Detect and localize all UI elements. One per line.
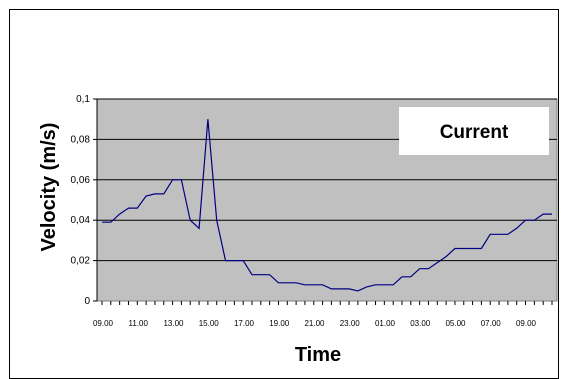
x-tick-label: 03.00 — [410, 319, 431, 328]
y-tick-label: 0,1 — [76, 94, 90, 105]
x-tick-label: 15.00 — [199, 319, 220, 328]
x-tick-label: 07.00 — [481, 319, 502, 328]
x-tick-label: 17.00 — [234, 319, 255, 328]
y-tick-label: 0,02 — [71, 256, 91, 267]
y-axis-title: Velocity (m/s) — [38, 123, 60, 252]
x-tick-label: 09.00 — [516, 319, 537, 328]
x-tick-label: 23.00 — [340, 319, 361, 328]
x-tick-label: 01.00 — [375, 319, 396, 328]
y-tick-label: 0 — [84, 296, 90, 307]
y-tick-label: 0,04 — [71, 215, 91, 226]
x-tick-label: 21.00 — [304, 319, 325, 328]
legend-label: Current — [440, 122, 509, 143]
y-axis-ticks: 0 0,02 0,04 0,06 0,08 0,1 — [71, 94, 98, 307]
x-tick-label: 09.00 — [93, 319, 114, 328]
series-line-current — [102, 119, 552, 292]
x-tick-label: 11.00 — [129, 319, 149, 328]
legend: Current — [399, 107, 549, 155]
x-tick-label: 05.00 — [445, 319, 466, 328]
x-tick-label: 19.00 — [269, 319, 290, 328]
x-axis-title: Time — [295, 344, 341, 366]
legend-box — [399, 107, 549, 155]
x-axis-ticks: 09.00 11.00 13.00 15.00 17.00 19.00 21.00 23.00… — [93, 301, 553, 328]
y-tick-label: 0,08 — [71, 134, 91, 145]
x-tick-label: 13.00 — [163, 319, 184, 328]
y-tick-label: 0,06 — [71, 175, 91, 186]
